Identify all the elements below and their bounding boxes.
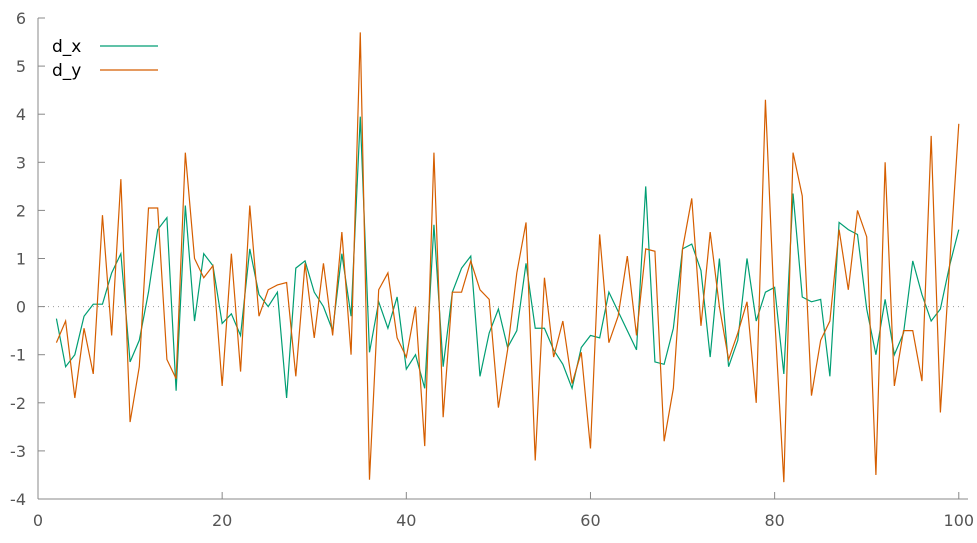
y-tick-label: 0 xyxy=(16,298,26,317)
y-tick-label: -1 xyxy=(10,346,26,365)
x-tick-label: 20 xyxy=(212,511,232,530)
x-tick-label: 40 xyxy=(396,511,416,530)
x-tick-label: 100 xyxy=(944,511,975,530)
y-tick-label: 2 xyxy=(16,201,26,220)
legend-label-d-x: d_x xyxy=(52,37,81,57)
series-line-d-y xyxy=(55,32,960,483)
plot-frame xyxy=(37,18,968,500)
x-axis-ticks: 0 20 40 60 80 100 xyxy=(33,492,974,530)
y-tick-label: -3 xyxy=(10,442,26,461)
y-axis-ticks: -4 -3 -2 -1 0 1 2 3 4 5 6 xyxy=(10,9,45,509)
series-line-d-x xyxy=(55,116,960,399)
y-tick-label: -2 xyxy=(10,394,26,413)
y-tick-label: 1 xyxy=(16,250,26,269)
legend-label-d-y: d_y xyxy=(52,61,81,81)
x-tick-label: 0 xyxy=(33,511,43,530)
x-tick-label: 60 xyxy=(580,511,600,530)
y-tick-label: 6 xyxy=(16,9,26,28)
y-tick-label: 5 xyxy=(16,57,26,76)
x-tick-label: 80 xyxy=(764,511,784,530)
series-lines xyxy=(55,32,960,483)
y-tick-label: 3 xyxy=(16,153,26,172)
legend: d_x d_y xyxy=(52,37,158,81)
y-tick-label: -4 xyxy=(10,490,26,509)
y-tick-label: 4 xyxy=(16,105,26,124)
